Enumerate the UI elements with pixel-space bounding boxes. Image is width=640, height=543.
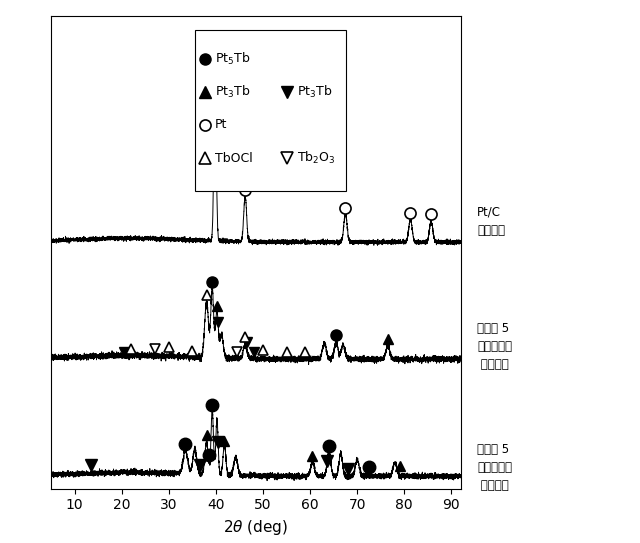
Text: Pt$_3$Tb: Pt$_3$Tb: [297, 84, 332, 100]
Text: 実施例 5
（焼成後、
 洗浄後）: 実施例 5 （焼成後、 洗浄後）: [477, 443, 512, 493]
Text: Tb$_2$O$_3$: Tb$_2$O$_3$: [297, 150, 335, 166]
Text: TbOCl: TbOCl: [215, 151, 253, 165]
Text: Pt$_5$Tb: Pt$_5$Tb: [215, 50, 250, 67]
Text: Pt: Pt: [215, 118, 227, 131]
Text: Pt/C
（原料）: Pt/C （原料）: [477, 206, 505, 237]
Text: Pt$_3$Tb: Pt$_3$Tb: [215, 84, 250, 100]
X-axis label: 2$\theta$ (deg): 2$\theta$ (deg): [223, 518, 289, 537]
Text: 実施例 5
（焼成後、
 洗浄前）: 実施例 5 （焼成後、 洗浄前）: [477, 322, 512, 371]
Bar: [195, 30, 346, 191]
